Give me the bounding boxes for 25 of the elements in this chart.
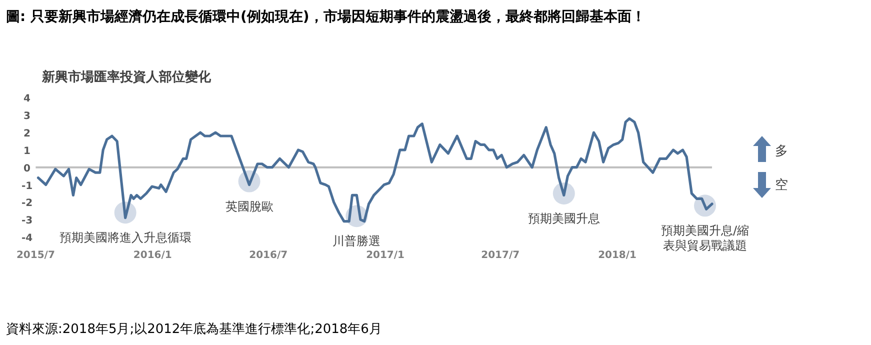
x-tick-label: 2017/1 (366, 250, 405, 261)
y-tick-label: -3 (21, 216, 33, 227)
annotation: 英國脫歐 (225, 199, 274, 214)
y-tick-label: 4 (24, 94, 31, 105)
annotation: 川普勝選 (332, 234, 381, 248)
y-tick-label: 2 (24, 128, 31, 140)
y-tick-label: -2 (21, 198, 33, 210)
y-tick-label: -4 (21, 233, 33, 244)
y-tick-label: 0 (24, 163, 31, 174)
y-tick-label: 3 (24, 111, 31, 122)
y-tick-label: -1 (21, 180, 33, 192)
x-tick-label: 2016/1 (133, 250, 172, 261)
source-note: 資料來源:2018年5月;以2012年底為基準進行標準化;2018年6月 (6, 322, 382, 337)
chart-title: 圖: 只要新興市場經濟仍在成長循環中(例如現在)，市場因短期事件的震盪過後，最終都將回歸基本面！ (6, 8, 646, 25)
x-tick-label: 2016/7 (249, 250, 288, 261)
chart-subtitle: 新興市場匯率投資人部位變化 (41, 69, 212, 85)
annotation: 預期美國升息/縮表與貿易戰議題 (660, 224, 750, 253)
annotation: 預期美國升息 (528, 211, 600, 226)
x-tick-label: 2015/7 (16, 250, 55, 261)
text: 多 (775, 144, 788, 159)
x-tick-label: 2018/1 (598, 250, 637, 261)
annotation: 預期美國將進入升息循環 (59, 230, 192, 245)
text: 空 (775, 178, 788, 193)
x-tick-label: 2017/7 (481, 250, 520, 261)
y-tick-label: 1 (24, 146, 31, 157)
